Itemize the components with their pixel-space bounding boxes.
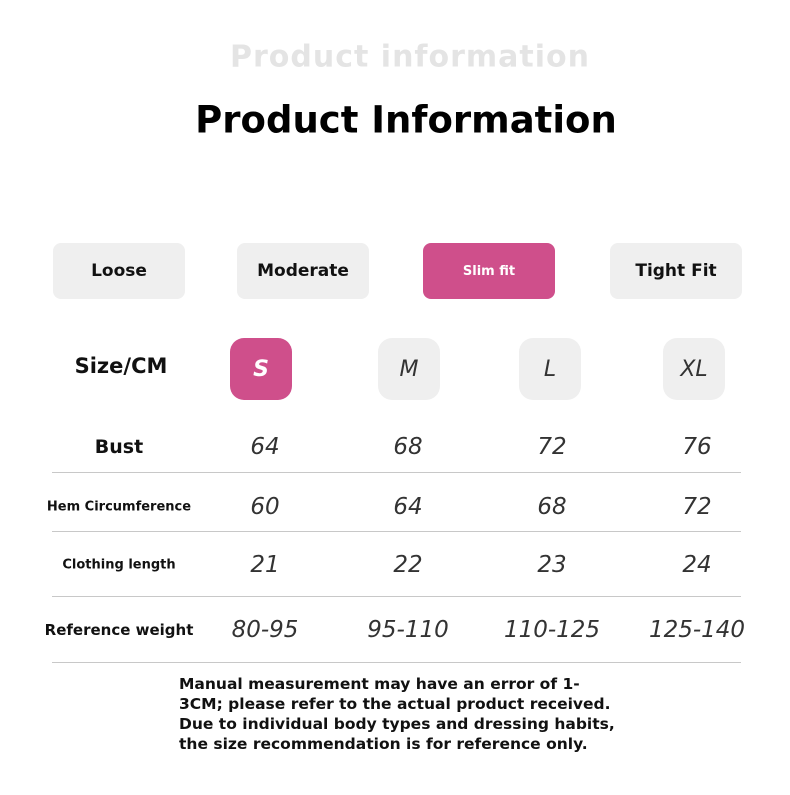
cell-value: 22: [393, 552, 423, 578]
row-rule: [52, 472, 741, 473]
row-rule: [52, 531, 741, 532]
size-badge: S: [230, 338, 292, 400]
cell-value: 125-140: [648, 617, 746, 643]
row-label: Reference weight: [44, 621, 194, 639]
row-rule: [52, 596, 741, 597]
cell-value: 72: [682, 494, 712, 520]
cell-value: 95-110: [367, 617, 449, 643]
cell-value: 110-125: [503, 617, 601, 643]
row-rule: [52, 662, 741, 663]
cell-value: 24: [682, 552, 712, 578]
cell-value: 64: [393, 494, 423, 520]
title: Product Information: [195, 98, 617, 142]
row-label: Hem Circumference: [46, 499, 192, 515]
watermark: Product information: [230, 39, 590, 75]
size-label: Size/CM: [74, 354, 168, 378]
cell-value: 76: [682, 434, 712, 460]
fit-option: Tight Fit: [610, 243, 742, 299]
cell-value: 68: [393, 434, 423, 460]
cell-value: 64: [250, 434, 280, 460]
size-badge: L: [519, 338, 581, 400]
size-badge: XL: [663, 338, 725, 400]
row-label: Clothing length: [62, 557, 176, 573]
fit-option: Slim fit: [423, 243, 555, 299]
cell-value: 68: [537, 494, 567, 520]
fit-option: Loose: [53, 243, 185, 299]
note: Manual measurement may have an error of …: [179, 675, 615, 753]
cell-value: 23: [537, 552, 567, 578]
cell-value: 72: [537, 434, 567, 460]
row-label: Bust: [94, 436, 144, 458]
fit-option: Moderate: [237, 243, 369, 299]
size-badge: M: [378, 338, 440, 400]
cell-value: 60: [250, 494, 280, 520]
cell-value: 80-95: [231, 617, 299, 643]
cell-value: 21: [250, 552, 280, 578]
